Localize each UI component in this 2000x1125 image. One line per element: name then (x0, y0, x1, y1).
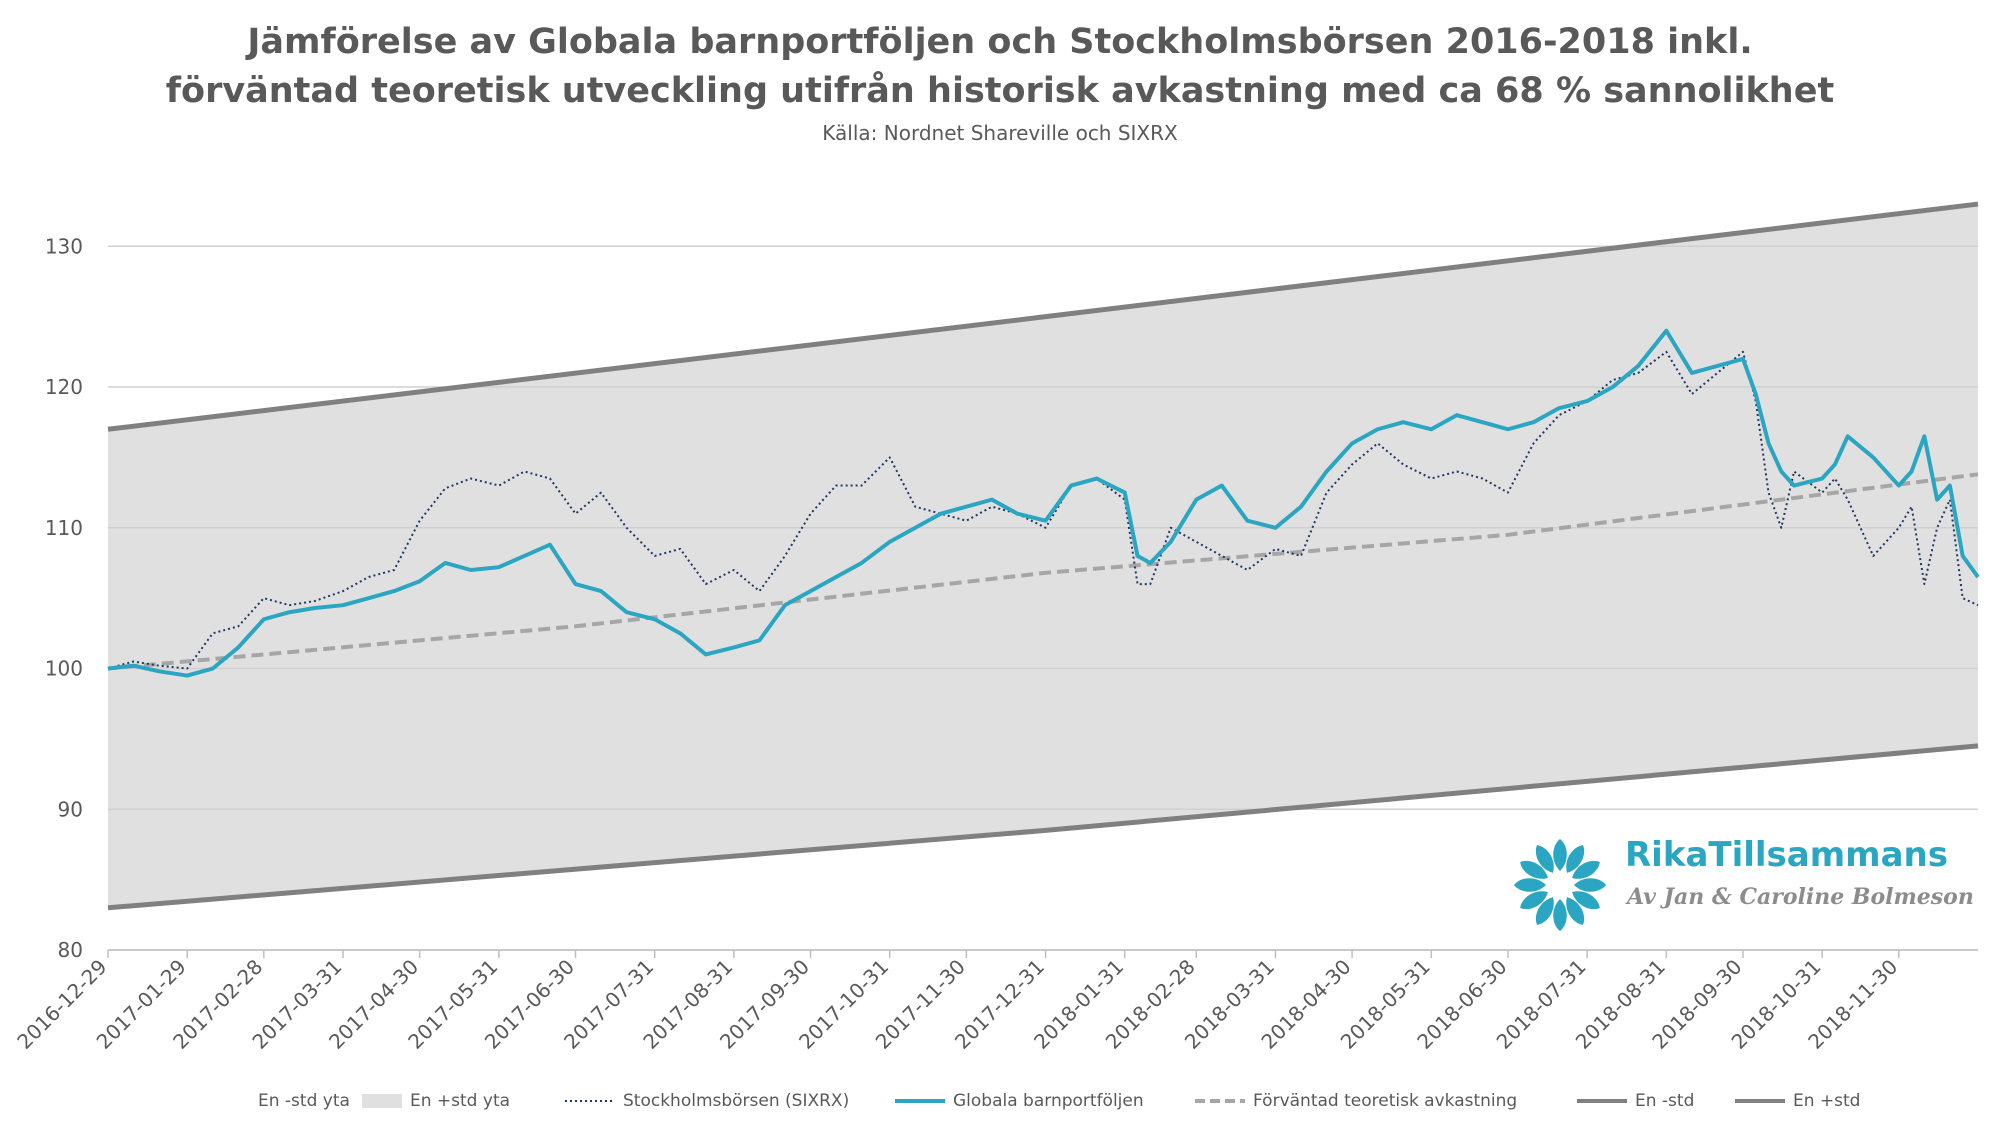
legend-label: En +std (1793, 1091, 1861, 1111)
chart-title-line2: förväntad teoretisk utveckling utifrån h… (165, 71, 1835, 111)
legend-item-lower: En -std (1577, 1086, 1694, 1116)
legend-swatch (895, 1099, 945, 1103)
flower-petal (1572, 860, 1600, 879)
legend-item-lower-area: En -std yta (210, 1086, 350, 1116)
legend-swatch (1577, 1099, 1627, 1103)
y-tick-label: 100 (45, 657, 83, 681)
legend-label: En -std (1635, 1091, 1695, 1111)
legend-item-upper: En +std (1735, 1086, 1860, 1116)
flower-icon (1514, 839, 1606, 931)
legend-label: Stockholmsbörsen (SIXRX) (623, 1091, 850, 1111)
flower-petal (1566, 897, 1585, 925)
legend-swatch (1195, 1099, 1245, 1103)
chart-subtitle: Källa: Nordnet Shareville och SIXRX (822, 121, 1178, 145)
legend-swatch (362, 1094, 402, 1108)
series-line-expected (107, 472, 1979, 671)
std-band (108, 204, 1978, 908)
series-line-portfolio (107, 328, 1980, 678)
y-tick-label: 130 (45, 234, 83, 258)
y-tick-label: 120 (45, 375, 83, 399)
legend-swatch (210, 1094, 250, 1108)
flower-petal (1553, 899, 1567, 931)
legend-item-sixrx: Stockholmsbörsen (SIXRX) (565, 1086, 849, 1116)
series-lines (107, 201, 1980, 911)
std-band-area (108, 204, 1978, 908)
legend-item-portfolio: Globala barnportföljen (895, 1086, 1144, 1116)
series-line-upper (107, 201, 1979, 432)
y-tick-label: 80 (58, 938, 83, 962)
legend-label: Förväntad teoretisk avkastning (1253, 1091, 1518, 1111)
flower-petal (1572, 891, 1600, 910)
y-tick-label: 110 (45, 516, 83, 540)
series-line-lower (107, 743, 1979, 911)
flower-petal (1520, 891, 1548, 910)
flower-petal (1566, 845, 1585, 873)
chart-title-line1: Jämförelse av Globala barnportföljen och… (247, 22, 1753, 62)
legend-item-expected: Förväntad teoretisk avkastning (1195, 1086, 1517, 1116)
rikatillsammans-logo: RikaTillsammans Av Jan & Caroline Bolmes… (1505, 835, 1975, 935)
flower-petal (1535, 845, 1554, 873)
chart-title: Jämförelse av Globala barnportföljen och… (0, 18, 2000, 116)
legend-label: En +std yta (410, 1091, 511, 1111)
y-tick-label: 90 (58, 797, 83, 821)
logo-name: RikaTillsammans (1625, 835, 1948, 875)
flower-petal (1520, 860, 1548, 879)
legend-swatch (565, 1100, 615, 1102)
series-line-sixrx (107, 350, 1979, 670)
chart-legend: En -std yta En +std yta Stockholmsbörsen… (0, 1086, 2000, 1116)
flower-petal (1514, 878, 1546, 892)
flower-petal (1553, 839, 1567, 871)
flower-petal (1535, 897, 1554, 925)
legend-swatch (1735, 1099, 1785, 1103)
legend-label: En -std yta (258, 1091, 350, 1111)
logo-byline: Av Jan & Caroline Bolmeson (1627, 884, 1974, 910)
legend-label: Globala barnportföljen (953, 1091, 1144, 1111)
flower-petal (1574, 878, 1606, 892)
legend-item-upper-area: En +std yta (362, 1086, 510, 1116)
